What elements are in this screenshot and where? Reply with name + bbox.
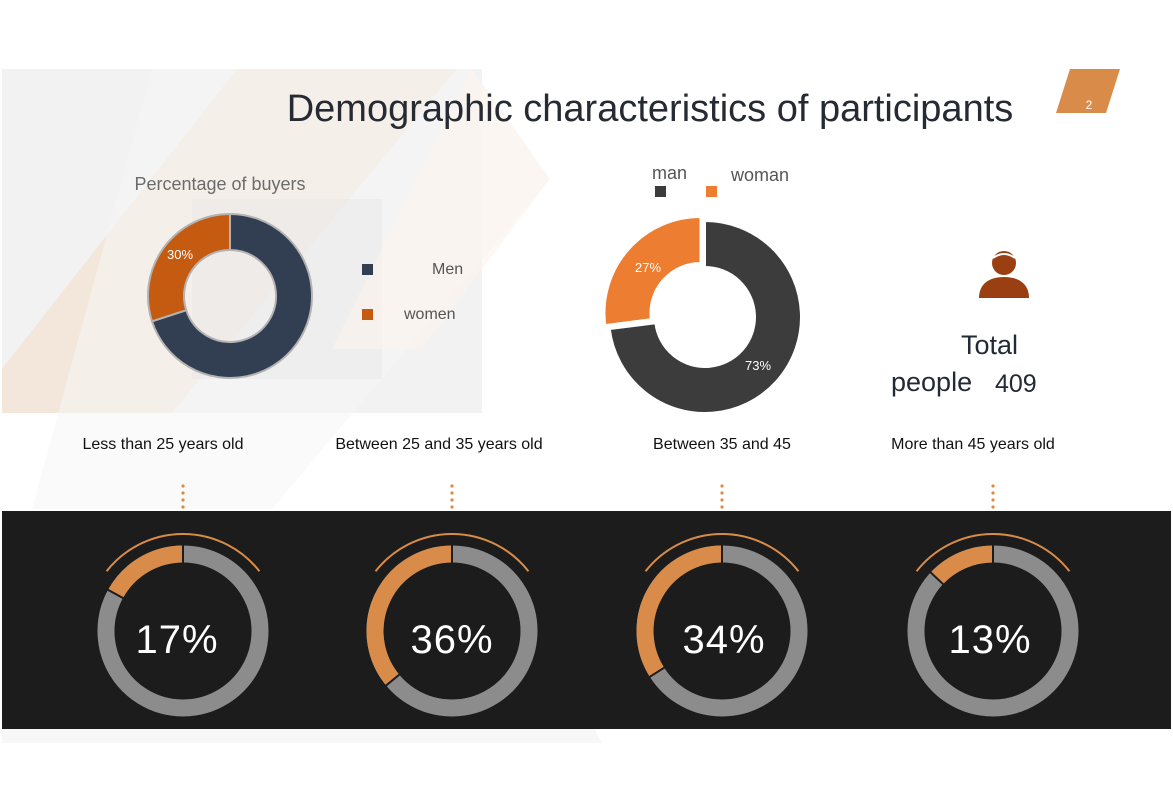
ring-outer-arc-1 xyxy=(374,533,530,572)
total-label-line2: people xyxy=(891,367,973,397)
ring-divider-3-0 xyxy=(929,571,945,586)
gender-slice-woman xyxy=(603,216,702,327)
legend-label-man: man xyxy=(652,163,688,183)
buyers-chart-title: Percentage of buyers xyxy=(134,174,306,194)
buyers-slice-women xyxy=(147,212,231,323)
ring-segment-3 xyxy=(930,545,994,585)
ring-value-25-35: 36% xyxy=(410,618,494,662)
legend-swatch-woman xyxy=(706,186,717,197)
gender-data-label-man: 73% xyxy=(745,358,771,373)
buyers-donut-chart: 30% xyxy=(147,212,313,379)
dotted-connectors xyxy=(181,484,995,509)
ring-outer-arc-2 xyxy=(644,533,800,572)
slide-title: Demographic characteristics of participa… xyxy=(286,88,1014,130)
ring-value-under-25: 17% xyxy=(135,618,219,662)
person-icon xyxy=(979,251,1029,298)
age-label-over-45: More than 45 years old xyxy=(891,436,1055,453)
ring-track-3 xyxy=(907,545,1079,717)
buyers-slice-men xyxy=(150,212,313,379)
legend-swatch-women xyxy=(362,309,373,320)
ring-value-35-45: 34% xyxy=(682,618,766,662)
ring-value-over-45: 13% xyxy=(948,618,1032,662)
ring-segment-2 xyxy=(636,545,723,677)
ring-outer-arc-0 xyxy=(105,533,261,572)
ring-divider-1-0 xyxy=(385,673,401,687)
legend-swatch-man xyxy=(655,186,666,197)
total-value: 409 xyxy=(995,370,1037,398)
age-label-under-25: Less than 25 years old xyxy=(82,436,244,453)
ring-outer-arc-3 xyxy=(915,532,1071,572)
legend-label-women: women xyxy=(404,306,456,323)
gender-data-label-woman: 27% xyxy=(635,260,661,275)
total-label-line1: Total xyxy=(961,330,1019,360)
age-label-25-35: Between 25 and 35 years old xyxy=(335,436,543,453)
page-number-tab xyxy=(1056,69,1120,113)
page-number: 2 xyxy=(1085,98,1093,112)
buyers-data-label-women: 30% xyxy=(167,247,193,262)
legend-swatch-men xyxy=(362,264,373,275)
gender-slice-man xyxy=(608,219,802,414)
age-label-35-45: Between 35 and 45 xyxy=(653,436,791,453)
ring-segment-1 xyxy=(366,545,453,686)
legend-label-men: Men xyxy=(432,261,464,278)
gender-donut-chart: 27% 73% xyxy=(603,216,802,414)
legend-label-woman: woman xyxy=(731,165,790,185)
ring-divider-2-0 xyxy=(648,666,666,678)
age-progress-rings xyxy=(97,532,1079,717)
ring-divider-0-0 xyxy=(107,588,124,600)
ring-segment-0 xyxy=(108,545,184,599)
